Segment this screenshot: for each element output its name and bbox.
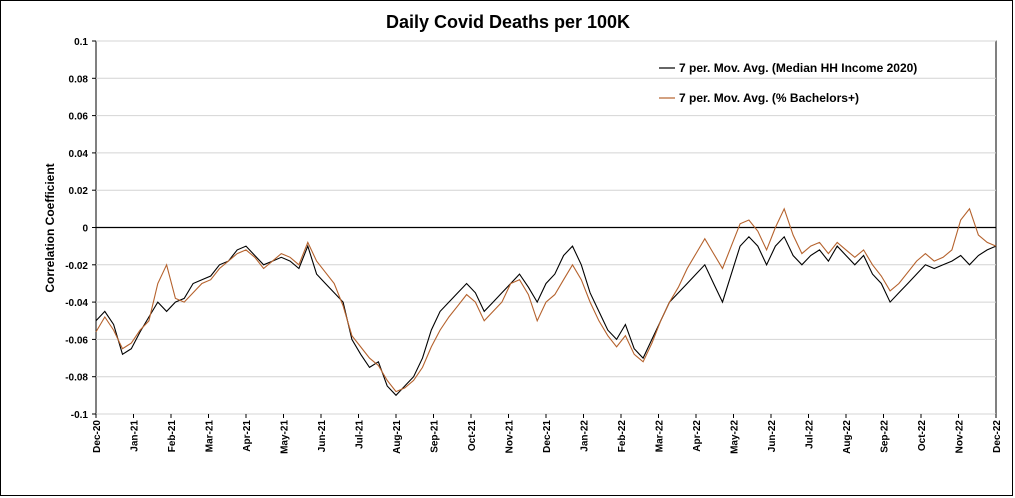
y-tick-label: 0.06 <box>69 112 89 123</box>
series-line-median-hh-income <box>95 235 997 397</box>
series-line-bachelors <box>95 207 997 393</box>
grid-layer <box>92 40 997 418</box>
x-tick-label: Mar-21 <box>205 420 216 453</box>
y-axis-label: Correlation Coefficient <box>43 163 57 292</box>
x-tick-label: Dec-20 <box>92 420 103 453</box>
x-tick-label: Feb-21 <box>167 420 178 453</box>
y-tick-label: -0.08 <box>65 373 88 384</box>
chart-title: Daily Covid Deaths per 100K <box>386 12 630 32</box>
x-tick-label: Jan-22 <box>580 420 591 452</box>
series-layer <box>95 207 997 397</box>
y-tick-label: -0.04 <box>65 298 88 309</box>
x-tick-label: Sep-22 <box>880 420 891 453</box>
x-tick-label: Jun-22 <box>767 420 778 453</box>
x-tick-label: Jun-21 <box>317 420 328 453</box>
x-tick-label: Dec-21 <box>542 420 553 453</box>
x-tick-label: May-22 <box>730 420 741 454</box>
y-tick-label: 0.04 <box>69 149 89 160</box>
x-tick-label: Sep-21 <box>430 420 441 453</box>
x-tick-label: Oct-21 <box>467 420 478 452</box>
x-tick-label: Nov-22 <box>955 420 966 454</box>
y-tick-label: 0 <box>82 224 88 235</box>
y-tick-label: -0.06 <box>65 335 88 346</box>
x-tick-label: Apr-21 <box>242 420 253 452</box>
x-tick-label: Feb-22 <box>617 420 628 453</box>
legend-label: 7 per. Mov. Avg. (Median HH Income 2020) <box>679 61 917 75</box>
x-tick-label: Jul-21 <box>355 420 366 449</box>
x-axis-ticks: Dec-20 Jan-21 Feb-21 Mar-21 Apr-21 May-21 Jun-… <box>92 420 1003 454</box>
x-tick-label: Mar-22 <box>655 420 666 453</box>
x-tick-label: Aug-21 <box>392 420 403 454</box>
y-tick-label: 0.08 <box>69 74 89 85</box>
legend: 7 per. Mov. Avg. (Median HH Income 2020)… <box>659 61 917 105</box>
x-tick-label: Apr-22 <box>692 420 703 452</box>
x-tick-label: Nov-21 <box>505 420 516 454</box>
x-tick-label: Jul-22 <box>805 420 816 449</box>
x-tick-label: Dec-22 <box>992 420 1003 453</box>
y-tick-label: -0.02 <box>65 261 88 272</box>
legend-label: 7 per. Mov. Avg. (% Bachelors+) <box>679 91 859 105</box>
y-axis-ticks: 0.1 0.08 0.06 0.04 0.02 0 -0.02 -0.04 -0.06 -0.08… <box>65 37 88 421</box>
x-tick-label: Jan-21 <box>130 420 141 452</box>
x-tick-label: Aug-22 <box>842 420 853 454</box>
x-tick-label: May-21 <box>280 420 291 454</box>
x-tick-label: Oct-22 <box>917 420 928 452</box>
y-tick-label: 0.1 <box>74 37 88 48</box>
y-tick-label: -0.1 <box>71 410 89 421</box>
y-tick-label: 0.02 <box>69 186 89 197</box>
